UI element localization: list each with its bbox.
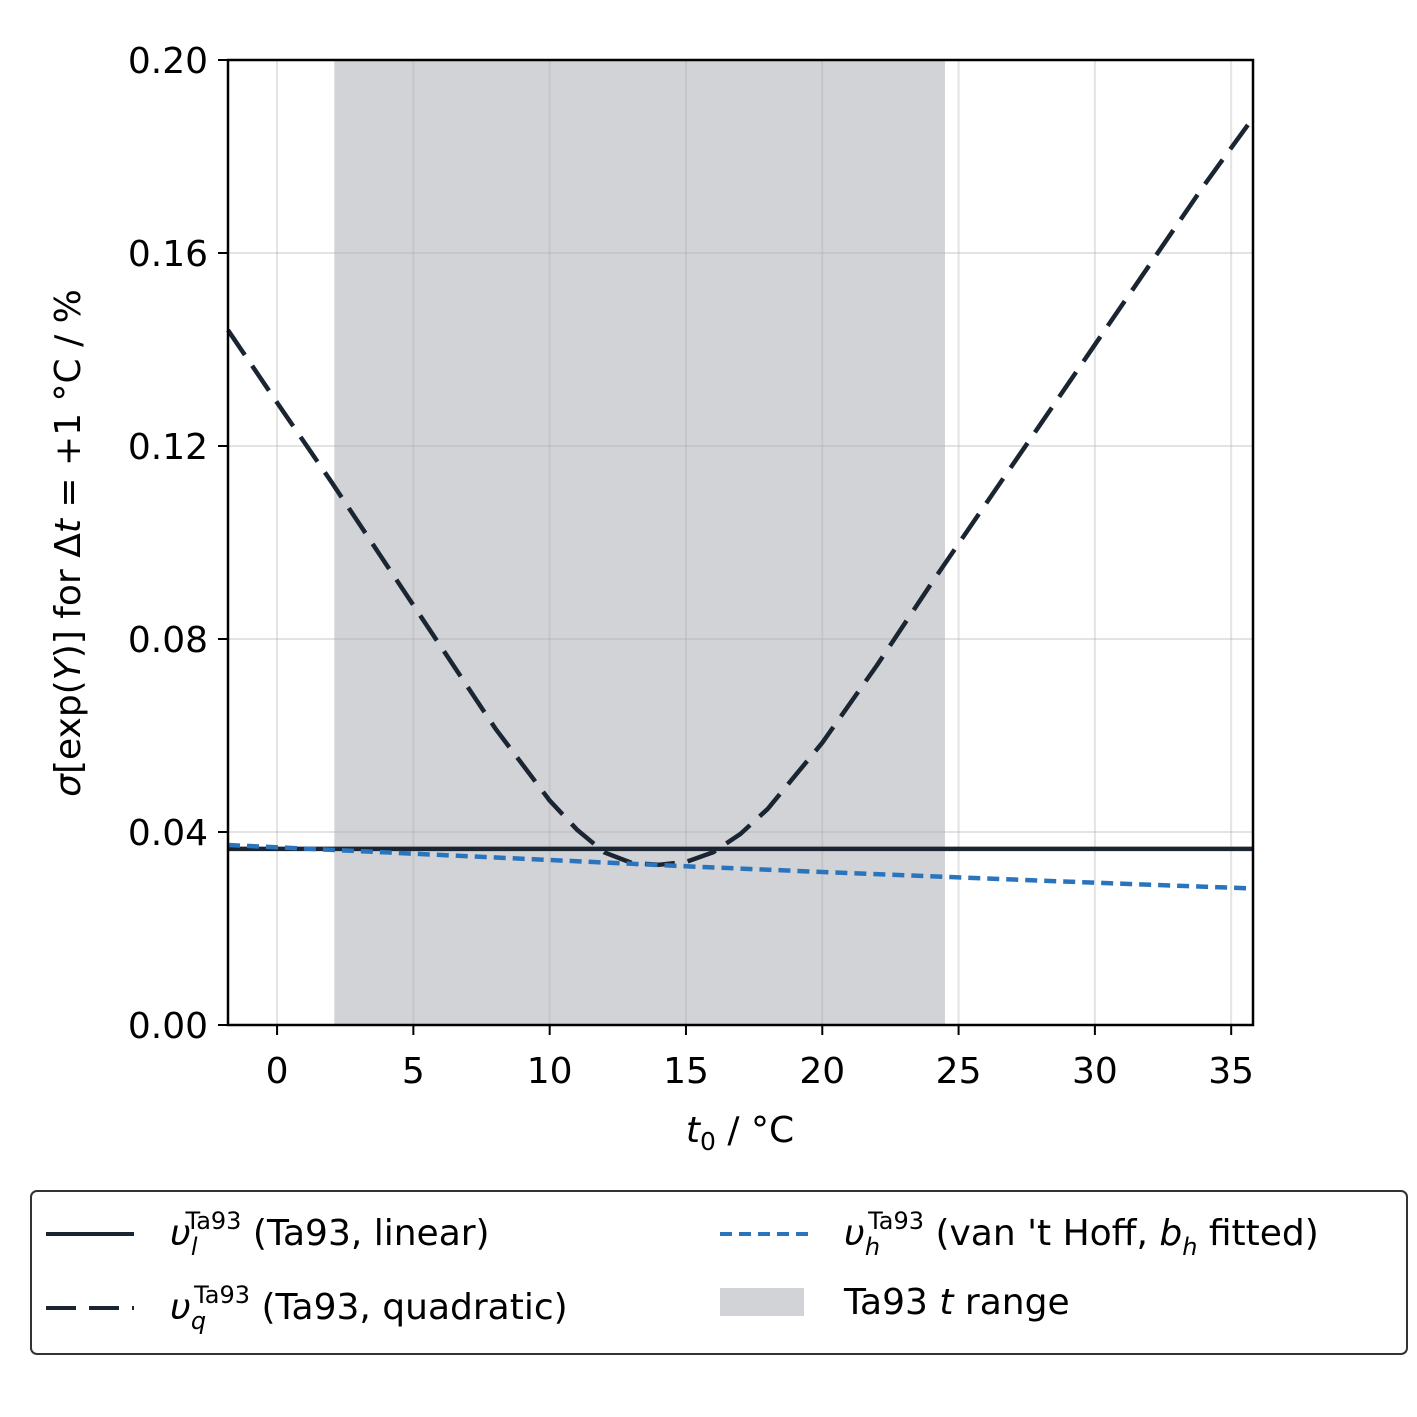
y-tick-label: 0.04 [128,813,208,854]
series-layer [226,116,1255,891]
y-ticks: 0.00 0.04 0.08 0.12 0.16 0.20 [128,41,228,1047]
x-ticks: 0 5 10 15 20 25 30 35 [266,1025,1254,1092]
legend-swatch-dashed-line [46,1306,134,1310]
y-tick-label: 0.20 [128,41,208,82]
legend-label-range: Ta93 t range [844,1281,1070,1323]
shaded-range-layer [334,60,945,1025]
x-tick-label: 25 [936,1051,982,1092]
x-tick-label: 20 [799,1051,845,1092]
legend-item-quadratic: υqTa93 (Ta93, quadratic) [44,1278,568,1338]
x-tick-label: 35 [1208,1051,1254,1092]
y-tick-label: 0.08 [128,620,208,661]
x-tick-label: 5 [402,1051,425,1092]
legend-label-quadratic: υqTa93 (Ta93, quadratic) [170,1281,568,1335]
series-vanthoff-line [227,842,1254,891]
x-tick-label: 0 [266,1051,289,1092]
legend-item-vanthoff: υhTa93 (van 't Hoff, bh fitted) [718,1204,1319,1264]
y-tick-label: 0.12 [128,427,208,468]
y-axis-label: σ[exp(Y)] for Δt = +1 °C / % [48,289,89,797]
legend-swatch-shaded-patch [720,1288,804,1316]
y-tick-label: 0.00 [128,1006,208,1047]
legend-item-linear: υlTa93 (Ta93, linear) [44,1204,490,1264]
legend-item-range: Ta93 t range [718,1272,1070,1332]
legend-label-linear: υlTa93 (Ta93, linear) [170,1207,490,1261]
series-quadratic-line [226,116,1255,868]
legend-swatch-solid-line [46,1232,134,1236]
x-tick-label: 10 [527,1051,573,1092]
shaded-range [334,60,945,1025]
x-tick-label: 30 [1072,1051,1118,1092]
y-tick-label: 0.16 [128,234,208,275]
plot-frame [226,58,1255,1027]
legend-label-vanthoff: υhTa93 (van 't Hoff, bh fitted) [844,1207,1319,1261]
legend-swatch-dotted-line [720,1232,808,1236]
legend: υlTa93 (Ta93, linear) υqTa93 (Ta93, quad… [30,1190,1408,1355]
x-tick-label: 15 [663,1051,709,1092]
chart-figure: 0 5 10 15 20 25 30 35 0.000.040.080.120.160.20 … [48,41,1255,1156]
x-axis-label: t0 / °C [686,1110,794,1156]
